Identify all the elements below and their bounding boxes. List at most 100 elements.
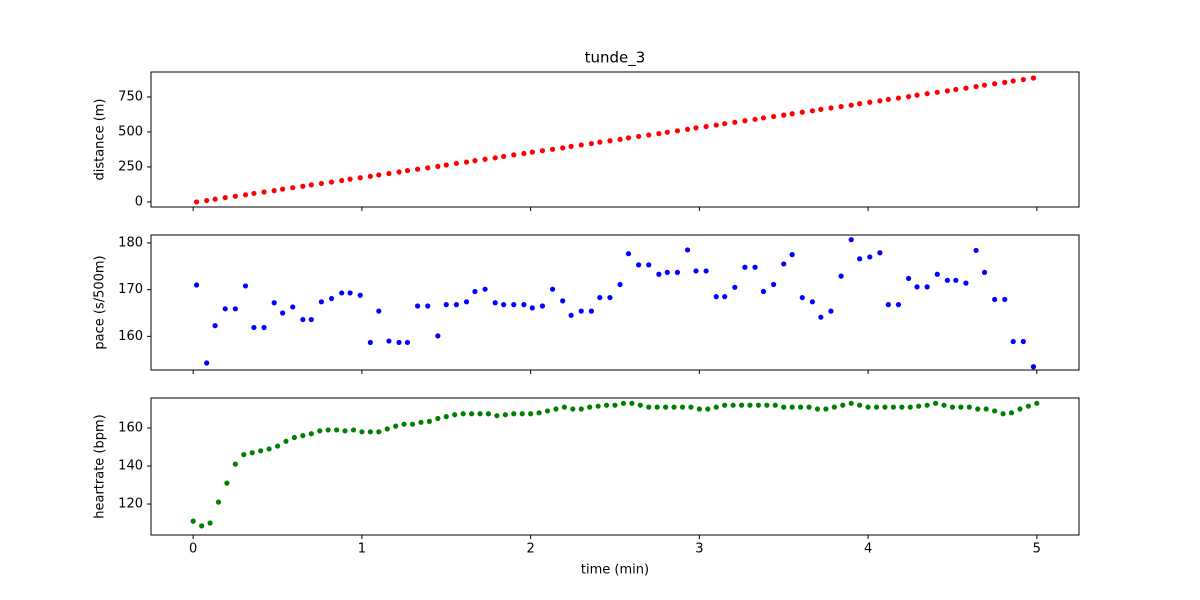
data-point <box>722 402 728 408</box>
data-point <box>308 316 314 323</box>
data-point <box>597 139 603 145</box>
data-point <box>857 101 863 107</box>
data-point <box>924 91 930 97</box>
data-point <box>877 98 883 104</box>
data-point <box>443 302 449 308</box>
data-point <box>703 123 709 130</box>
data-point <box>688 404 694 410</box>
data-point <box>328 179 335 185</box>
data-point <box>798 404 804 410</box>
data-point <box>249 450 255 456</box>
data-point <box>212 196 218 202</box>
data-point <box>696 406 702 412</box>
data-point <box>409 421 416 427</box>
data-point <box>760 115 767 121</box>
data-point <box>1002 296 1008 303</box>
data-point <box>222 306 228 312</box>
data-point <box>215 499 222 505</box>
data-point <box>482 156 488 162</box>
data-point <box>232 193 238 199</box>
data-point <box>809 108 816 114</box>
data-point <box>536 410 542 416</box>
data-point <box>992 296 998 303</box>
x-tick-label: 5 <box>1033 542 1041 557</box>
data-point <box>760 288 767 295</box>
data-point <box>494 413 500 419</box>
data-point <box>241 452 247 458</box>
data-point <box>958 404 964 410</box>
data-point <box>212 323 218 329</box>
data-point <box>425 165 431 171</box>
data-point <box>578 308 584 314</box>
data-point <box>963 280 969 286</box>
y-axis-label: heartrate (bpm) <box>93 414 108 519</box>
data-point <box>771 113 777 120</box>
data-point <box>453 302 459 308</box>
data-point <box>560 145 566 151</box>
data-point <box>617 281 623 288</box>
data-point <box>283 438 289 444</box>
data-point <box>587 404 593 410</box>
data-point <box>916 403 922 409</box>
data-point <box>646 404 652 410</box>
data-point <box>435 333 441 339</box>
data-point <box>885 302 891 308</box>
data-point <box>435 415 441 422</box>
data-point <box>732 284 738 290</box>
data-point <box>607 138 613 144</box>
data-point <box>482 286 488 292</box>
data-point <box>350 427 357 433</box>
data-point <box>204 360 210 366</box>
data-point <box>318 299 325 305</box>
data-point <box>722 294 728 300</box>
data-point <box>656 271 662 277</box>
data-point <box>914 284 920 290</box>
data-point <box>1010 338 1016 345</box>
data-point <box>280 310 286 316</box>
data-point <box>848 102 854 108</box>
data-point <box>612 402 618 408</box>
data-point <box>425 303 431 309</box>
data-point <box>578 142 584 148</box>
data-point <box>376 429 382 435</box>
data-point <box>934 271 940 277</box>
y-tick-label: 250 <box>118 159 143 174</box>
x-tick-label: 2 <box>526 542 534 557</box>
data-point <box>617 136 623 142</box>
data-point <box>1020 338 1026 345</box>
data-point <box>828 105 834 111</box>
data-point <box>588 308 594 314</box>
data-point <box>261 189 267 195</box>
x-axis-label: time (min) <box>581 563 649 578</box>
data-point <box>831 404 837 410</box>
data-point <box>882 404 888 410</box>
data-point <box>637 402 643 408</box>
data-point <box>521 302 527 308</box>
data-point <box>983 406 989 412</box>
data-point <box>636 133 642 140</box>
data-point <box>742 118 748 124</box>
data-point <box>544 408 551 414</box>
data-point <box>339 177 345 184</box>
data-point <box>477 411 483 417</box>
data-point <box>828 308 834 314</box>
data-point <box>873 404 880 410</box>
data-point <box>840 402 846 408</box>
data-point <box>654 404 660 410</box>
data-point <box>981 82 988 88</box>
data-point <box>674 269 681 275</box>
data-point <box>973 247 979 254</box>
data-point <box>193 199 200 205</box>
data-point <box>501 302 507 308</box>
x-tick-label: 3 <box>695 542 703 557</box>
y-tick-label: 180 <box>118 235 143 250</box>
data-point <box>953 86 959 93</box>
data-point <box>290 185 296 191</box>
data-point <box>468 411 475 417</box>
data-point <box>386 338 392 344</box>
data-point <box>222 195 228 201</box>
data-point <box>280 186 286 192</box>
data-point <box>511 152 517 158</box>
data-point <box>823 406 829 412</box>
data-point <box>607 294 613 301</box>
